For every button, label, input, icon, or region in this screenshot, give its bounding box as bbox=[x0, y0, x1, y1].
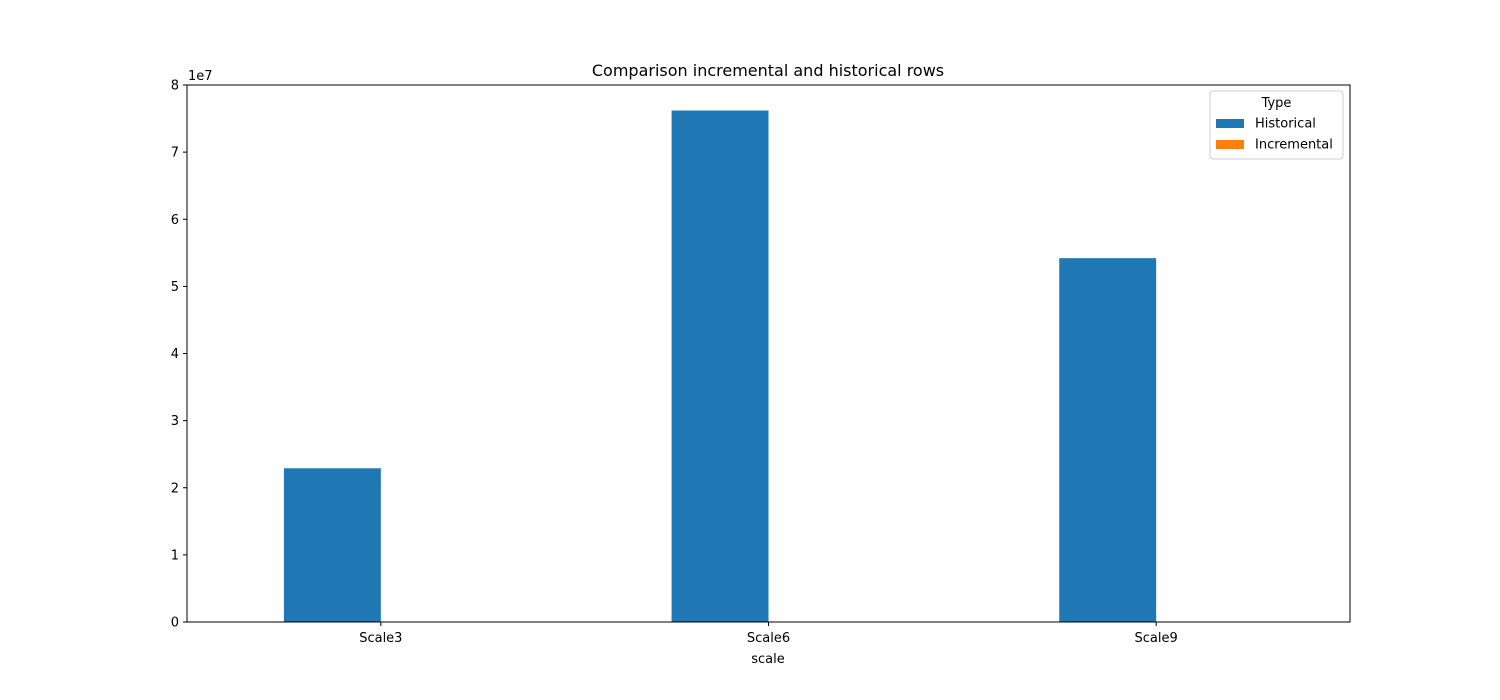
y-tick-label: 1 bbox=[171, 548, 179, 563]
x-tick-label: Scale9 bbox=[1135, 631, 1178, 646]
y-tick-label: 2 bbox=[171, 481, 179, 496]
y-tick-label: 6 bbox=[171, 213, 179, 228]
bar-historical-scale3 bbox=[283, 468, 381, 622]
x-axis-label: scale bbox=[751, 652, 785, 667]
y-axis: 0 1 2 3 4 5 6 7 8 bbox=[171, 79, 187, 631]
y-tick-label: 8 bbox=[171, 79, 179, 94]
bars-group bbox=[283, 110, 1157, 622]
legend-swatch-incremental bbox=[1216, 140, 1244, 149]
legend-label-incremental: Incremental bbox=[1255, 138, 1333, 153]
bar-historical-scale9 bbox=[1059, 258, 1157, 622]
y-tick-label: 3 bbox=[171, 414, 179, 429]
y-tick-label: 5 bbox=[171, 280, 179, 295]
plot-frame bbox=[186, 84, 1351, 623]
x-tick-label: Scale6 bbox=[747, 631, 790, 646]
legend: Type Historical Incremental bbox=[1209, 90, 1344, 160]
y-tick-label: 7 bbox=[171, 146, 179, 161]
x-axis: Scale3 Scale6 Scale9 bbox=[359, 622, 1178, 646]
chart-title: Comparison incremental and historical ro… bbox=[592, 61, 944, 80]
y-tick-label: 0 bbox=[171, 616, 179, 631]
x-tick-label: Scale3 bbox=[359, 631, 402, 646]
bar-historical-scale6 bbox=[671, 110, 769, 622]
legend-title: Type bbox=[1261, 96, 1292, 111]
y-scale-label: 1e7 bbox=[188, 69, 213, 84]
legend-label-historical: Historical bbox=[1255, 117, 1316, 132]
y-tick-label: 4 bbox=[171, 347, 179, 362]
legend-swatch-historical bbox=[1216, 119, 1244, 128]
